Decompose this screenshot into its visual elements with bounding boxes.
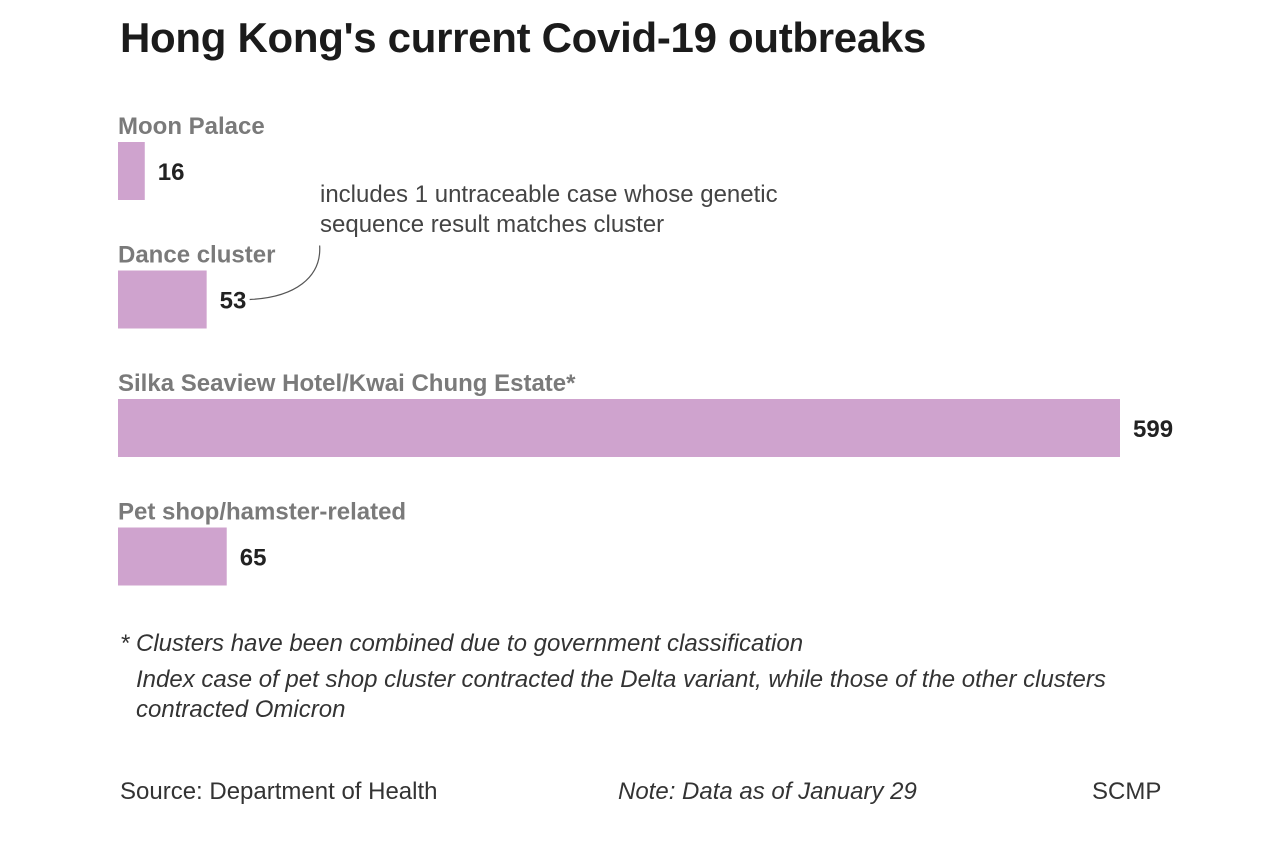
value-label-pet-shop-hamster-related: 65 (240, 545, 267, 572)
category-label-pet-shop-hamster-related: Pet shop/hamster-related (118, 499, 406, 526)
bar-silka-seaview-hotel-kwai-chung-estate (118, 399, 1120, 457)
category-label-dance-cluster: Dance cluster (118, 242, 275, 269)
footnote-clusters-combined: * Clusters have been combined due to gov… (120, 630, 804, 657)
bar-pet-shop-hamster-related (118, 527, 227, 586)
value-label-moon-palace: 16 (158, 159, 185, 186)
publisher-credit: SCMP (1092, 778, 1162, 805)
value-label-dance-cluster: 53 (220, 288, 247, 315)
annotation-leader-line (249, 245, 321, 301)
bar-dance-cluster (118, 270, 207, 329)
footnote-variants: Index case of pet shop cluster contracte… (136, 666, 1106, 723)
chart-title: Hong Kong's current Covid-19 outbreaks (120, 14, 927, 61)
value-label-silka-seaview-hotel-kwai-chung-estate: 599 (1133, 416, 1173, 443)
source-text: Source: Department of Health (120, 778, 438, 805)
bar-moon-palace (118, 142, 145, 200)
annotation-text: includes 1 untraceable case whose geneti… (320, 181, 778, 238)
category-label-silka-seaview-hotel-kwai-chung-estate: Silka Seaview Hotel/Kwai Chung Estate* (118, 370, 576, 397)
bars-layer: Moon Palace 16 Dance cluster 53 Silka Seavie… (118, 113, 1173, 586)
note-text: Note: Data as of January 29 (618, 778, 917, 805)
category-label-moon-palace: Moon Palace (118, 113, 265, 140)
